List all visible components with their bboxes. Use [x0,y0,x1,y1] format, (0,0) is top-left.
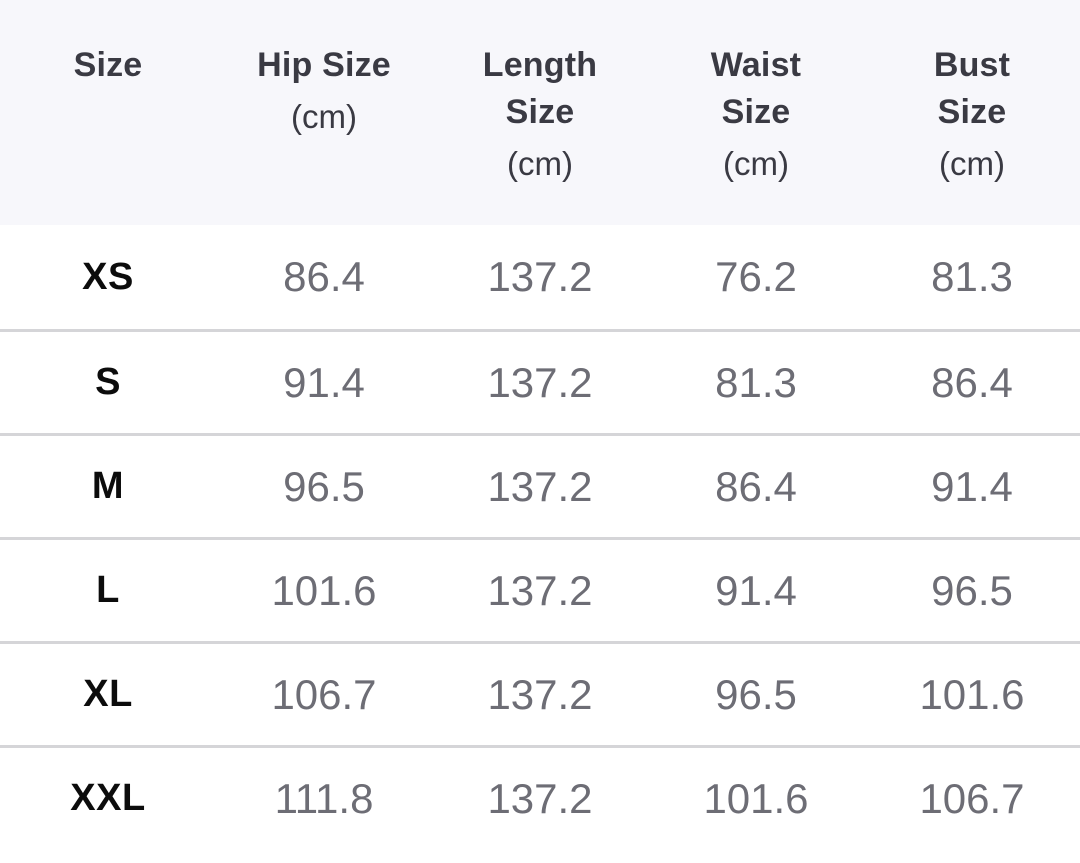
size-label: M [91,465,125,507]
column-unit: (cm) [291,98,357,135]
length-value: 137.2 [487,462,593,510]
length-value: 137.2 [487,358,593,406]
bust-value: 81.3 [931,253,1013,300]
size-label: S [95,361,121,403]
bust-value: 91.4 [931,462,1013,510]
waist-value: 91.4 [715,566,797,614]
column-label: Size [73,46,143,84]
column-header-size: Size [0,0,216,225]
size-label: XL [83,673,133,715]
hip-value: 106.7 [271,670,377,718]
waist-value: 96.5 [715,670,797,718]
waist-value: 81.3 [715,358,797,406]
table-row-xxl: XXL 111.8 137.2 101.6 106.7 [0,745,1080,849]
size-label: L [96,569,120,611]
size-chart-body: XS 86.4 137.2 76.2 81.3 S 91.4 137.2 81.… [0,225,1080,849]
bust-value: 106.7 [919,774,1025,822]
bust-value: 96.5 [931,566,1013,614]
table-row-m: M 96.5 137.2 86.4 91.4 [0,433,1080,537]
length-value: 137.2 [487,774,593,822]
size-chart-header-row: Size Hip Size (cm) Length Size (cm) Wais… [0,0,1080,225]
hip-value: 101.6 [271,566,377,614]
size-label: XXL [70,777,146,819]
bust-value: 101.6 [919,670,1025,718]
column-header-bust-size: Bust Size (cm) [864,0,1080,225]
length-value: 137.2 [487,670,593,718]
table-row-xs: XS 86.4 137.2 76.2 81.3 [0,225,1080,329]
length-value: 137.2 [487,253,593,300]
hip-value: 96.5 [283,462,365,510]
column-header-hip-size: Hip Size (cm) [216,0,432,225]
table-row-s: S 91.4 137.2 81.3 86.4 [0,329,1080,433]
column-label: Length Size [482,46,598,131]
hip-value: 86.4 [283,253,365,300]
size-label: XS [82,255,134,298]
waist-value: 86.4 [715,462,797,510]
length-value: 137.2 [487,566,593,614]
column-label: Hip Size [257,46,391,84]
column-unit: (cm) [939,145,1005,182]
column-label: Waist Size [710,46,802,131]
waist-value: 101.6 [703,774,809,822]
column-header-waist-size: Waist Size (cm) [648,0,864,225]
column-unit: (cm) [723,145,789,182]
waist-value: 76.2 [715,253,797,300]
hip-value: 91.4 [283,358,365,406]
table-row-xl: XL 106.7 137.2 96.5 101.6 [0,641,1080,745]
column-header-length-size: Length Size (cm) [432,0,648,225]
table-row-l: L 101.6 137.2 91.4 96.5 [0,537,1080,641]
hip-value: 111.8 [274,774,374,822]
column-unit: (cm) [507,145,573,182]
column-label: Bust Size [933,46,1011,131]
bust-value: 86.4 [931,358,1013,406]
